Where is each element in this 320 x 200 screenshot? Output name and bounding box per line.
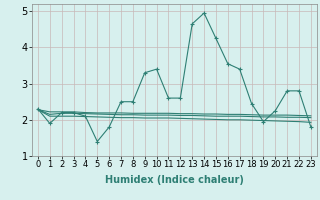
X-axis label: Humidex (Indice chaleur): Humidex (Indice chaleur) [105,175,244,185]
